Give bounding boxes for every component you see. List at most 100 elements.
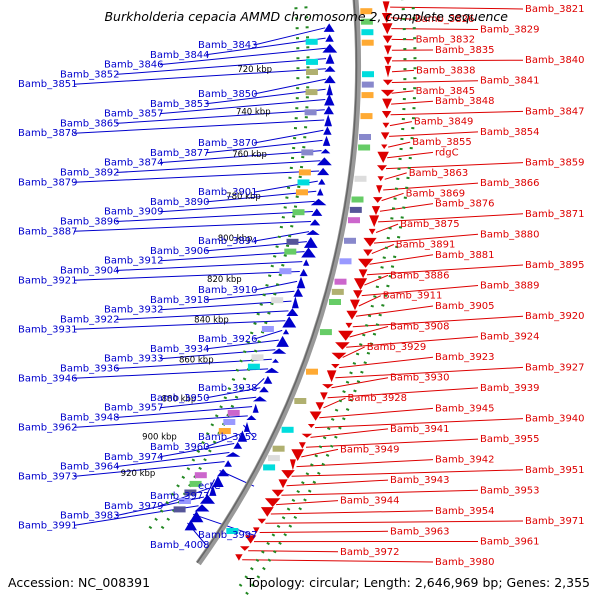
forward-gene-arrow	[253, 404, 259, 413]
reverse-gene-label: Bamb_3886	[390, 270, 450, 281]
forward-gene-label: Bamb_3879	[18, 177, 78, 188]
reverse-gene-label: Bamb_3876	[435, 199, 495, 210]
cog-category-block	[301, 149, 313, 155]
reverse-gene-label: Bamb_3848	[435, 96, 495, 107]
cog-category-block	[320, 329, 332, 335]
forward-gene-arrow	[303, 259, 309, 266]
reverse-gene-arrow	[320, 392, 328, 400]
forward-gene-arrow	[293, 288, 303, 297]
reverse-callout-line	[392, 91, 414, 93]
reverse-gene-label: Bamb_3829	[480, 25, 540, 36]
cog-category-block	[293, 209, 305, 215]
cog-category-block	[332, 289, 344, 295]
forward-gene-arrow	[324, 114, 332, 126]
forward-gene-arrow	[195, 504, 210, 511]
forward-gene-label: Bamb_3973	[18, 471, 78, 482]
cog-category-block	[252, 354, 264, 360]
forward-gene-arrow	[306, 230, 320, 235]
cog-category-block	[268, 455, 280, 461]
cog-category-block	[287, 239, 299, 245]
cog-category-block	[294, 398, 306, 404]
reverse-gene-label: Bamb_3849	[414, 117, 474, 128]
cog-category-block	[352, 197, 364, 203]
reverse-gene-arrow	[279, 479, 288, 488]
cog-category-block	[361, 29, 373, 35]
reverse-callout-line	[265, 521, 523, 523]
ruler-tick-label: 820 kbp	[207, 275, 242, 285]
reverse-callout-line	[370, 255, 434, 264]
reverse-gene-arrow	[384, 57, 392, 65]
cog-category-block	[362, 40, 374, 46]
reverse-gene-arrow	[235, 554, 242, 561]
reverse-gene-label: Bamb_3863	[409, 168, 469, 179]
cog-category-block	[359, 134, 371, 140]
forward-gene-arrow	[259, 387, 269, 393]
reverse-gene-arrow	[383, 123, 390, 128]
reverse-gene-label: Bamb_3939	[480, 383, 540, 394]
reverse-gene-arrow	[291, 449, 304, 461]
reverse-gene-arrow	[382, 111, 391, 118]
cog-category-block	[284, 249, 296, 255]
forward-gene-arrow	[264, 376, 273, 384]
reverse-gene-arrow	[261, 507, 274, 517]
reverse-gene-label: Bamb_3905	[435, 301, 495, 312]
reverse-gene-arrow	[378, 176, 384, 181]
reverse-gene-arrow	[316, 402, 324, 410]
reverse-callout-line	[332, 378, 389, 388]
reverse-gene-label: Bamb_3941	[390, 424, 450, 435]
reverse-gene-arrow	[373, 197, 382, 203]
reverse-gene-label: Bamb_3971	[525, 516, 585, 527]
cog-category-block	[271, 297, 283, 303]
forward-gene-arrow	[325, 34, 334, 42]
reverse-gene-arrow	[363, 250, 373, 257]
reverse-gene-label: Bamb_3949	[340, 444, 400, 455]
reverse-callout-line	[301, 449, 338, 457]
cog-category-block	[362, 92, 374, 98]
reverse-gene-arrow	[381, 132, 390, 139]
forward-gene-arrow	[321, 149, 331, 154]
topology-text: Topology: circular; Length: 2,646,969 bp…	[247, 575, 590, 590]
reverse-gene-label: Bamb_3908	[390, 322, 450, 333]
forward-gene-label: Bamb_3921	[18, 275, 78, 286]
cog-category-block	[348, 217, 360, 223]
cog-category-block	[263, 464, 275, 470]
accession-text: Accession: NC_008391	[8, 575, 150, 590]
cog-category-block	[299, 169, 311, 175]
reverse-callout-line	[350, 327, 389, 338]
reverse-gene-label: Bamb_3875	[400, 219, 460, 230]
reverse-gene-arrow	[382, 23, 393, 34]
ruler-tick-label: 720 kbp	[237, 65, 272, 75]
reverse-gene-arrow	[376, 185, 382, 193]
forward-gene-arrow	[310, 219, 320, 225]
cog-category-block	[262, 326, 274, 332]
cog-category-block	[306, 89, 318, 95]
reverse-gene-label: Bamb_3840	[525, 55, 585, 66]
forward-callout-line	[254, 232, 309, 242]
forward-gene-label: Bamb_3991	[18, 520, 78, 531]
ruler-tick-label: 740 kbp	[236, 107, 271, 117]
cog-category-block	[195, 472, 207, 478]
reverse-gene-arrow	[354, 278, 367, 290]
reverse-gene-arrow	[265, 498, 281, 507]
forward-gene-arrow	[324, 106, 334, 114]
cog-category-block	[362, 71, 374, 77]
reverse-gene-label: Bamb_3928	[348, 393, 408, 404]
reverse-gene-label: Bamb_3889	[480, 281, 540, 292]
reverse-callout-line	[297, 460, 434, 467]
forward-gene-arrow	[323, 136, 331, 146]
reverse-gene-label: Bamb_3859	[525, 158, 585, 169]
forward-gene-label: Bamb_3962	[18, 422, 78, 433]
cog-category-block	[248, 364, 260, 370]
reverse-gene-arrow	[338, 331, 353, 341]
forward-gene-label: Bamb_3946	[18, 373, 78, 384]
reverse-gene-label: Bamb_3943	[390, 475, 450, 486]
reverse-gene-label: Bamb_3954	[435, 506, 495, 517]
cog-category-block	[361, 113, 373, 119]
reverse-gene-label: Bamb_3924	[480, 332, 540, 343]
reverse-callout-line	[388, 142, 410, 147]
reverse-callout-line	[392, 81, 478, 83]
reverse-gene-arrow	[308, 424, 315, 428]
ruler-tick-label: 860 kbp	[179, 356, 214, 366]
cog-category-block	[306, 69, 318, 75]
